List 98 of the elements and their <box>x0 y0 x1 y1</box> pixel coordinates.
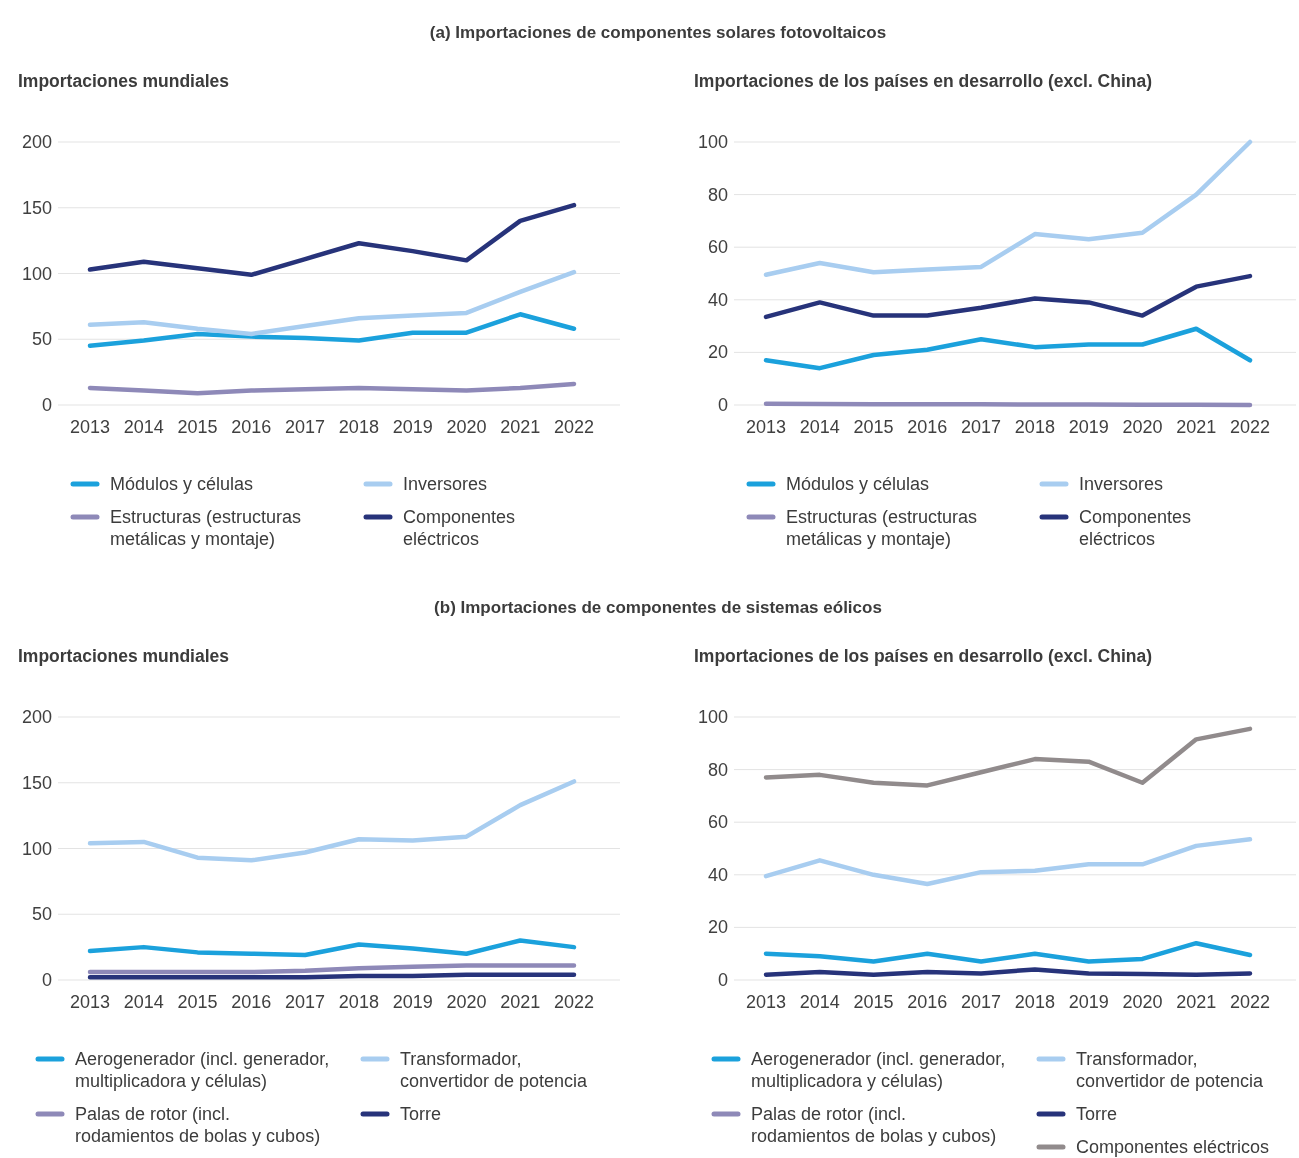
x-tick-label: 2018 <box>1014 992 1055 1012</box>
chart-title: Importaciones de los países en desarrollo (excl. China) <box>694 71 1153 91</box>
legend-label: Aerogenerador (incl. generador, multiplicadora y células) <box>751 1049 1006 1091</box>
line-series <box>87 202 577 278</box>
y-tick-label: 80 <box>707 184 728 205</box>
x-tick-label: 2021 <box>500 992 541 1012</box>
legend-label: Aerogenerador (incl. generador, multiplicadora y células) <box>75 1049 330 1091</box>
x-tick-label: 2018 <box>1014 417 1055 437</box>
x-tick-label: 2017 <box>961 992 1002 1012</box>
chart-title: Importaciones mundiales <box>18 71 230 91</box>
y-tick-label: 100 <box>21 838 52 859</box>
legend-label: Módulos y células <box>110 474 254 494</box>
x-tick-label: 2017 <box>961 417 1002 437</box>
legend-label: Componentes eléctricos <box>1079 507 1192 549</box>
x-tick-label: 2019 <box>392 417 433 437</box>
line-series <box>87 381 577 396</box>
x-tick-label: 2018 <box>338 992 379 1012</box>
x-tick-label: 2014 <box>799 992 840 1012</box>
y-tick-label: 60 <box>707 237 728 258</box>
x-tick-label: 2013 <box>69 417 111 437</box>
line-series <box>763 326 1253 371</box>
y-tick-label: 0 <box>41 395 52 415</box>
legend-label: Torre <box>1076 1104 1118 1124</box>
legend-label: Transformador, convertidor de potencia <box>1076 1049 1265 1091</box>
y-tick-label: 100 <box>697 707 728 727</box>
line-series <box>87 938 577 958</box>
x-tick-label: 2015 <box>853 992 894 1012</box>
x-tick-label: 2014 <box>123 417 164 437</box>
legend-label: Estructuras (estructuras metálicas y montaje) <box>110 507 302 549</box>
x-tick-label: 2015 <box>177 992 218 1012</box>
y-tick-label: 0 <box>717 395 728 415</box>
line-series <box>763 726 1253 788</box>
y-tick-label: 0 <box>41 970 52 990</box>
x-tick-label: 2021 <box>1176 417 1217 437</box>
line-series <box>87 269 577 337</box>
x-tick-label: 2019 <box>1068 992 1109 1012</box>
x-tick-label: 2014 <box>123 992 164 1012</box>
text: (b) Importaciones de componentes de sistemas eólicos <box>434 598 882 617</box>
y-tick-label: 40 <box>707 289 728 310</box>
x-tick-label: 2017 <box>285 417 326 437</box>
line-series <box>763 273 1253 320</box>
x-tick-label: 2019 <box>392 992 433 1012</box>
legend-label: Inversores <box>403 474 488 494</box>
x-tick-label: 2016 <box>231 417 272 437</box>
x-tick-label: 2014 <box>799 417 840 437</box>
line-series <box>763 940 1253 964</box>
y-tick-label: 20 <box>707 342 728 363</box>
y-tick-label: 100 <box>21 263 52 284</box>
y-tick-label: 80 <box>707 759 728 780</box>
y-tick-label: 20 <box>707 917 728 938</box>
x-tick-label: 2020 <box>1122 417 1163 437</box>
y-tick-label: 40 <box>707 864 728 885</box>
y-tick-label: 150 <box>21 772 52 793</box>
chart-title: Importaciones mundiales <box>18 646 230 666</box>
y-tick-label: 200 <box>21 707 52 727</box>
legend-label: Componentes eléctricos <box>1076 1137 1270 1157</box>
x-tick-label: 2015 <box>853 417 894 437</box>
x-tick-label: 2013 <box>69 992 111 1012</box>
y-tick-label: 0 <box>717 970 728 990</box>
legend-label: Torre <box>400 1104 442 1124</box>
x-tick-label: 2016 <box>231 992 272 1012</box>
x-tick-label: 2022 <box>1229 417 1271 437</box>
y-tick-label: 50 <box>31 904 52 925</box>
x-tick-label: 2020 <box>446 992 487 1012</box>
x-tick-label: 2021 <box>1176 992 1217 1012</box>
y-tick-label: 150 <box>21 197 52 218</box>
x-tick-label: 2022 <box>553 417 595 437</box>
x-tick-label: 2021 <box>500 417 541 437</box>
chart-title: Importaciones de los países en desarrollo (excl. China) <box>694 646 1153 666</box>
x-tick-label: 2020 <box>446 417 487 437</box>
legend-label: Estructuras (estructuras metálicas y montaje) <box>786 507 978 549</box>
legend-label: Módulos y células <box>786 474 930 494</box>
x-tick-label: 2015 <box>177 417 218 437</box>
x-tick-label: 2013 <box>745 992 787 1012</box>
x-tick-label: 2019 <box>1068 417 1109 437</box>
x-tick-label: 2022 <box>553 992 595 1012</box>
y-tick-label: 200 <box>21 132 52 152</box>
line-series <box>87 963 577 975</box>
line-series <box>87 312 577 349</box>
legend-label: Palas de rotor (incl. rodamientos de bolas y cubos) <box>751 1104 997 1146</box>
text: (a) Importaciones de componentes solares fotovoltaicos <box>429 23 887 42</box>
x-tick-label: 2022 <box>1229 992 1271 1012</box>
x-tick-label: 2018 <box>338 417 379 437</box>
y-tick-label: 50 <box>31 329 52 350</box>
x-tick-label: 2016 <box>907 417 948 437</box>
x-tick-label: 2020 <box>1122 992 1163 1012</box>
x-tick-label: 2013 <box>745 417 787 437</box>
legend-label: Palas de rotor (incl. rodamientos de bolas y cubos) <box>75 1104 321 1146</box>
y-tick-label: 100 <box>697 132 728 152</box>
y-tick-label: 60 <box>707 812 728 833</box>
legend-label: Transformador, convertidor de potencia <box>400 1049 589 1091</box>
x-tick-label: 2017 <box>285 992 326 1012</box>
line-series <box>763 139 1253 278</box>
legend-label: Inversores <box>1079 474 1164 494</box>
line-series <box>87 779 577 863</box>
legend-label: Componentes eléctricos <box>403 507 516 549</box>
line-series <box>763 837 1253 887</box>
x-tick-label: 2016 <box>907 992 948 1012</box>
